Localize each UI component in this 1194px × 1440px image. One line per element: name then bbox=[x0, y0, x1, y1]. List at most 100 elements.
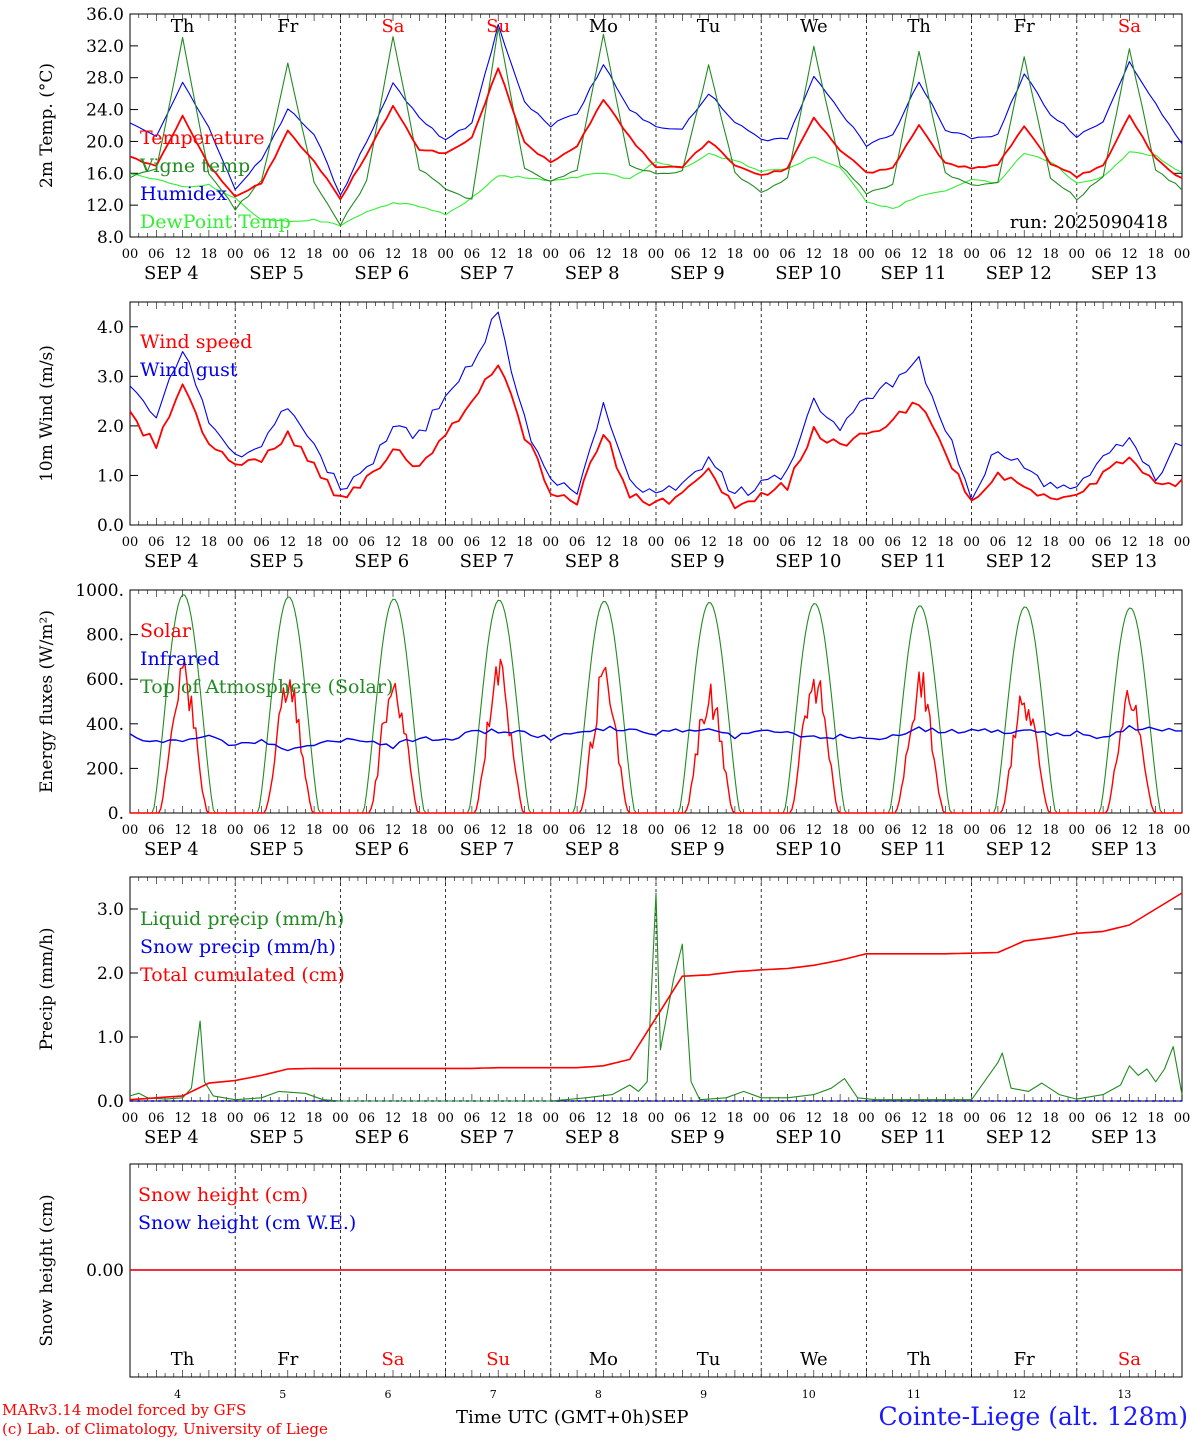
hour-tick-label: 12 bbox=[174, 823, 191, 838]
date-label: SEP 9 bbox=[670, 551, 725, 572]
hour-tick-label: 12 bbox=[490, 1111, 507, 1126]
hour-tick-label: 06 bbox=[253, 535, 270, 550]
date-label: SEP 12 bbox=[986, 551, 1052, 572]
y-tick-label: 3.0 bbox=[97, 367, 124, 387]
date-label: SEP 13 bbox=[1091, 263, 1157, 284]
day-name-label: Sa bbox=[381, 16, 404, 37]
legend-entry: Infrared bbox=[140, 648, 220, 670]
hour-tick-label: 06 bbox=[1095, 247, 1112, 262]
legend-entry: Snow height (cm W.E.) bbox=[138, 1212, 356, 1234]
y-tick-label: 0.0 bbox=[97, 1092, 124, 1112]
hour-tick-label: 00 bbox=[122, 535, 139, 550]
hour-tick-label: 06 bbox=[1095, 823, 1112, 838]
hour-tick-label: 18 bbox=[1147, 1111, 1164, 1126]
hour-tick-label: 06 bbox=[674, 1111, 691, 1126]
y-tick-label: 12.0 bbox=[86, 196, 124, 216]
date-label: SEP 12 bbox=[986, 1127, 1052, 1148]
hour-tick-label: 00 bbox=[753, 247, 770, 262]
hour-tick-label: 18 bbox=[832, 247, 849, 262]
date-label: SEP 12 bbox=[986, 263, 1052, 284]
hour-tick-label: 06 bbox=[569, 535, 586, 550]
series-line-vigne-temp bbox=[129, 27, 1183, 226]
panel-frame-2 bbox=[129, 301, 1183, 526]
day-name-label: Th bbox=[907, 16, 931, 37]
y-tick-label: 8.0 bbox=[97, 228, 124, 248]
hour-tick-label: 18 bbox=[306, 247, 323, 262]
hour-tick-label: 12 bbox=[700, 247, 717, 262]
hour-tick-label: 00 bbox=[858, 247, 875, 262]
hour-tick-label: 06 bbox=[1095, 1111, 1112, 1126]
hour-tick-label: 18 bbox=[306, 535, 323, 550]
day-name-label: Fr bbox=[277, 16, 298, 37]
hour-tick-label: 18 bbox=[411, 535, 428, 550]
hour-tick-label: 18 bbox=[201, 1111, 218, 1126]
lab-credit: (c) Lab. of Climatology, University of L… bbox=[2, 1420, 328, 1438]
hour-tick-label: 18 bbox=[727, 247, 744, 262]
date-label: SEP 5 bbox=[249, 551, 304, 572]
hour-tick-label: 00 bbox=[332, 823, 349, 838]
day-number-label: 9 bbox=[700, 1388, 707, 1401]
y-tick-label: 2.0 bbox=[97, 417, 124, 437]
hour-tick-label: 06 bbox=[253, 1111, 270, 1126]
y-tick-label: 32.0 bbox=[86, 37, 124, 57]
date-label: SEP 5 bbox=[249, 839, 304, 860]
date-label: SEP 4 bbox=[144, 839, 199, 860]
y-axis-label: 10m Wind (m/s) bbox=[37, 345, 57, 482]
hour-tick-label: 12 bbox=[911, 1111, 928, 1126]
hour-tick-label: 06 bbox=[464, 247, 481, 262]
hour-tick-label: 00 bbox=[648, 535, 665, 550]
date-label: SEP 4 bbox=[144, 263, 199, 284]
y-tick-label: 36.0 bbox=[86, 5, 124, 25]
hour-tick-label: 00 bbox=[858, 823, 875, 838]
date-label: SEP 10 bbox=[775, 839, 841, 860]
hour-tick-label: 12 bbox=[700, 535, 717, 550]
hour-tick-label: 00 bbox=[963, 535, 980, 550]
hour-tick-label: 00 bbox=[437, 535, 454, 550]
station-name: Cointe-Liege (alt. 128m) bbox=[878, 1402, 1188, 1431]
hour-tick-label: 06 bbox=[569, 1111, 586, 1126]
day-name-label: Sa bbox=[1118, 1349, 1141, 1370]
hour-tick-label: 12 bbox=[595, 247, 612, 262]
hour-tick-label: 06 bbox=[253, 823, 270, 838]
hour-tick-label: 18 bbox=[621, 535, 638, 550]
date-label: SEP 6 bbox=[354, 1127, 409, 1148]
y-tick-label: 3.0 bbox=[97, 900, 124, 920]
date-label: SEP 11 bbox=[880, 1127, 946, 1148]
y-tick-label: 800. bbox=[86, 626, 124, 646]
hour-tick-label: 12 bbox=[490, 247, 507, 262]
date-label: SEP 8 bbox=[565, 263, 620, 284]
legend-entry: Wind speed bbox=[140, 331, 252, 353]
y-tick-label: 2.0 bbox=[97, 964, 124, 984]
date-label: SEP 6 bbox=[354, 839, 409, 860]
model-credit: MARv3.14 model forced by GFS bbox=[2, 1401, 247, 1419]
date-label: SEP 7 bbox=[460, 551, 515, 572]
series-line-dewpoint-temp bbox=[129, 151, 1183, 227]
hour-tick-label: 12 bbox=[1016, 535, 1033, 550]
hour-tick-label: 00 bbox=[543, 1111, 560, 1126]
day-number-label: 4 bbox=[174, 1388, 181, 1401]
day-name-label: Fr bbox=[277, 1349, 298, 1370]
hour-tick-label: 12 bbox=[1016, 1111, 1033, 1126]
hour-tick-label: 00 bbox=[227, 823, 244, 838]
hour-tick-label: 00 bbox=[122, 247, 139, 262]
hour-tick-label: 18 bbox=[411, 1111, 428, 1126]
hour-tick-label: 06 bbox=[884, 823, 901, 838]
hour-tick-label: 12 bbox=[385, 535, 402, 550]
y-tick-label: 16.0 bbox=[86, 164, 124, 184]
hour-tick-label: 00 bbox=[963, 823, 980, 838]
date-label: SEP 6 bbox=[354, 551, 409, 572]
day-number-label: 5 bbox=[279, 1388, 286, 1401]
date-label: SEP 11 bbox=[880, 551, 946, 572]
day-name-label: Tu bbox=[697, 16, 721, 37]
hour-tick-label: 06 bbox=[148, 1111, 165, 1126]
hour-tick-label: 12 bbox=[174, 247, 191, 262]
hour-tick-label: 00 bbox=[227, 535, 244, 550]
day-name-label: Tu bbox=[697, 1349, 721, 1370]
hour-tick-label: 18 bbox=[621, 247, 638, 262]
hour-tick-label: 18 bbox=[201, 535, 218, 550]
hour-tick-label: 12 bbox=[700, 823, 717, 838]
hour-tick-label: 18 bbox=[516, 823, 533, 838]
hour-tick-label: 00 bbox=[543, 535, 560, 550]
hour-tick-label: 06 bbox=[884, 1111, 901, 1126]
